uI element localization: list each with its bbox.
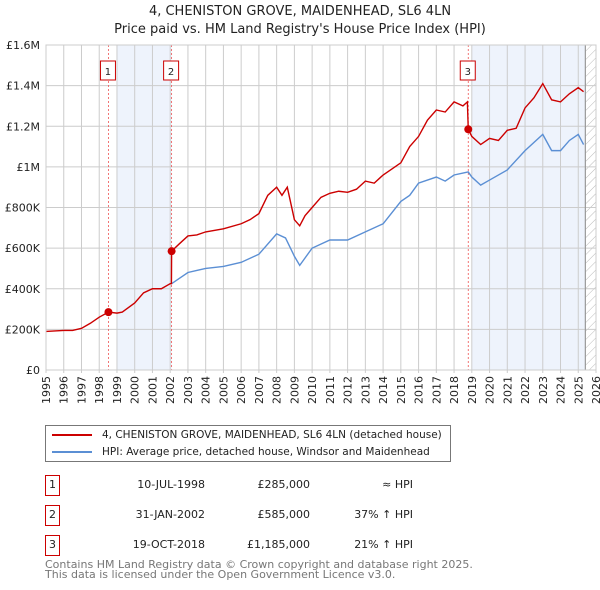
sale-hpi-compare: ≈ HPI	[382, 478, 413, 491]
sale-date: 31-JAN-2002	[135, 508, 205, 521]
sale-row: 3 19-OCT-2018 £1,185,000 21% ↑ HPI	[45, 535, 445, 557]
x-tick-label: 2016	[413, 376, 426, 404]
y-tick-label: £200K	[5, 323, 41, 336]
y-tick-label: £1.4M	[6, 80, 40, 93]
legend: 4, CHENISTON GROVE, MAIDENHEAD, SL6 4LN …	[45, 425, 451, 462]
legend-item-property: 4, CHENISTON GROVE, MAIDENHEAD, SL6 4LN …	[52, 427, 442, 443]
x-tick-label: 2024	[555, 376, 568, 404]
sale-hpi-compare: 21% ↑ HPI	[354, 538, 413, 551]
sale-price: £585,000	[257, 508, 311, 521]
x-tick-label: 2018	[448, 376, 461, 404]
x-tick-label: 2026	[590, 376, 600, 404]
x-tick-label: 2007	[253, 376, 266, 404]
sale-marker-box	[99, 60, 116, 81]
x-tick-label: 2002	[164, 376, 177, 404]
sale-hpi-compare: 37% ↑ HPI	[354, 508, 413, 521]
y-tick-label: £1.2M	[6, 120, 40, 133]
sale-marker-label: 2	[168, 67, 174, 78]
x-tick-label: 2025	[572, 376, 585, 404]
x-tick-label: 2014	[377, 376, 390, 404]
x-tick-label: 2020	[484, 376, 497, 404]
sale-row: 1 10-JUL-1998 £285,000 ≈ HPI	[45, 475, 445, 497]
x-tick-label: 1997	[75, 376, 88, 404]
x-tick-label: 2017	[430, 376, 443, 404]
sale-marker-label: 1	[105, 67, 111, 78]
x-tick-label: 2015	[395, 376, 408, 404]
x-tick-label: 2000	[129, 376, 142, 404]
x-tick-label: 2001	[146, 376, 159, 404]
sale-marker-badge: 3	[45, 535, 60, 556]
x-tick-label: 2010	[306, 376, 319, 404]
y-tick-label: £0	[26, 364, 40, 377]
x-tick-label: 1999	[111, 376, 124, 404]
hpi-line	[171, 133, 585, 285]
sale-marker-box	[163, 60, 180, 81]
footer: Contains HM Land Registry data © Crown c…	[45, 558, 473, 581]
x-tick-label: 2012	[342, 376, 355, 404]
legend-item-hpi: HPI: Average price, detached house, Wind…	[52, 444, 430, 460]
y-tick-label: £400K	[5, 283, 41, 296]
property-price-line	[45, 82, 585, 333]
sale-marker-badge: 1	[45, 475, 60, 496]
sale-marker-box	[459, 60, 476, 81]
sale-price: £285,000	[257, 478, 311, 491]
x-tick-label: 2003	[182, 376, 195, 404]
sale-marker-badge: 2	[45, 505, 60, 526]
x-tick-label: 1996	[58, 376, 71, 404]
legend-swatch-red	[52, 434, 92, 436]
x-tick-label: 2005	[217, 376, 230, 404]
x-tick-label: 1998	[93, 376, 106, 404]
sale-date: 10-JUL-1998	[137, 478, 205, 491]
x-tick-label: 2019	[466, 376, 479, 404]
x-tick-label: 2008	[271, 376, 284, 404]
x-tick-label: 2021	[501, 376, 514, 404]
x-tick-label: 1995	[40, 376, 53, 404]
sale-point	[464, 125, 473, 134]
x-tick-label: 2004	[200, 376, 213, 404]
price-chart: 1995 1996 1997 1998 1999 2000 2001 2002 2003 2004…	[5, 39, 600, 404]
y-tick-label: £1.6M	[6, 39, 40, 52]
y-tick-label: £600K	[5, 242, 41, 255]
sale-price: £1,185,000	[247, 538, 310, 551]
plot-border	[45, 44, 597, 371]
y-tick-label: £800K	[5, 202, 41, 215]
sale-date: 19-OCT-2018	[132, 538, 205, 551]
x-tick-label: 2011	[324, 376, 337, 404]
chart-subtitle: Price paid vs. HM Land Registry's House …	[114, 22, 486, 37]
x-tick-label: 2022	[519, 376, 532, 404]
legend-label: HPI: Average price, detached house, Wind…	[102, 446, 430, 458]
y-tick-label: £1M	[17, 161, 41, 174]
footer-copyright: Contains HM Land Registry data © Crown c…	[45, 558, 473, 571]
sale-marker-label: 3	[465, 67, 471, 78]
x-tick-label: 2023	[537, 376, 550, 404]
x-tick-label: 2013	[359, 376, 372, 404]
x-tick-label: 2009	[288, 376, 301, 404]
footer-licence: This data is licensed under the Open Gov…	[45, 568, 396, 581]
legend-swatch-blue	[52, 451, 92, 453]
sale-point	[167, 247, 176, 256]
sale-row: 2 31-JAN-2002 £585,000 37% ↑ HPI	[45, 505, 445, 527]
chart-title: 4, CHENISTON GROVE, MAIDENHEAD, SL6 4LN	[148, 4, 452, 19]
legend-label: 4, CHENISTON GROVE, MAIDENHEAD, SL6 4LN …	[102, 429, 442, 441]
x-tick-label: 2006	[235, 376, 248, 404]
sale-point	[104, 308, 113, 317]
